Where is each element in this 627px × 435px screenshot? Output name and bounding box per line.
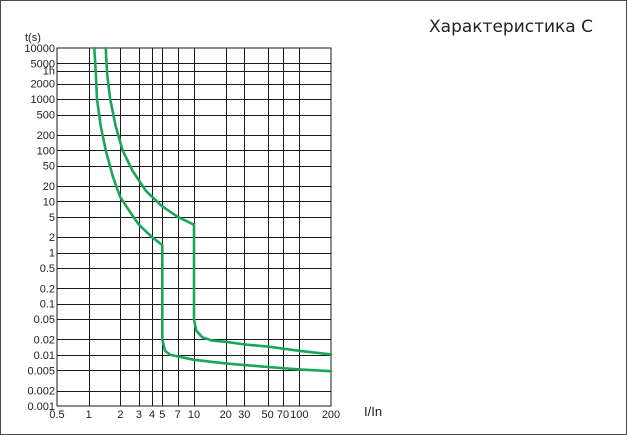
x-tick-label: 200	[322, 409, 340, 421]
y-tick-label: 1	[49, 248, 55, 260]
x-tick-label: 2	[117, 409, 123, 421]
y-tick-label: 1000	[31, 94, 55, 106]
x-tick-label: 0.5	[49, 409, 64, 421]
x-tick-label: 3	[136, 409, 142, 421]
y-tick-label: 0.2	[40, 283, 55, 295]
x-tick-label: 100	[290, 409, 308, 421]
y-tick-label: 200	[37, 130, 55, 142]
y-tick-label: 0.1	[40, 299, 55, 311]
x-tick-label: 50	[261, 409, 273, 421]
y-tick-label: 1h	[43, 66, 55, 78]
y-tick-label: 100	[37, 145, 55, 157]
y-tick-label: 0.05	[34, 314, 55, 326]
y-tick-label: 2000	[31, 79, 55, 91]
y-tick-label: 5000	[31, 58, 55, 70]
y-tick-label: 500	[37, 110, 55, 122]
y-tick-label: 0.002	[27, 386, 55, 398]
x-tick-label: 70	[277, 409, 289, 421]
y-tick-label: 0.5	[40, 263, 55, 275]
y-tick-label: 20	[43, 181, 55, 193]
y-tick-label: 0.001	[27, 401, 55, 413]
x-tick-label: 4	[149, 409, 155, 421]
y-tick-label: 0.02	[34, 334, 55, 346]
y-tick-label: 2	[49, 232, 55, 244]
x-tick-label: 20	[220, 409, 232, 421]
x-tick-label: 1	[86, 409, 92, 421]
y-tick-label: 10000	[24, 43, 55, 55]
x-tick-label: 7	[175, 409, 181, 421]
x-tick-label: 30	[238, 409, 250, 421]
series-layer	[93, 46, 333, 373]
y-tick-label: 0.01	[34, 350, 55, 362]
x-tick-label: 10	[188, 409, 200, 421]
x-tick-labels: 0.5 1 2 3 4 5 7 10 20 30 50 70 100 200	[49, 409, 340, 421]
y-tick-label: 0.005	[27, 365, 55, 377]
y-tick-labels: 0.001 0.002 0.005 0.01 0.02 0.05 0.1 0.2 0.5 1 2 5 1…	[24, 43, 55, 413]
y-tick-label: 50	[43, 161, 55, 173]
y-tick-label: 10	[43, 196, 55, 208]
series-line-2	[104, 46, 333, 356]
y-tick-label: 5	[49, 212, 55, 224]
series-line-1	[93, 46, 333, 373]
x-tick-label: 5	[159, 409, 165, 421]
chart-title: Характеристика C	[429, 17, 593, 37]
x-axis-label: I/In	[364, 404, 382, 419]
y-axis-label: t(s)	[25, 32, 41, 44]
